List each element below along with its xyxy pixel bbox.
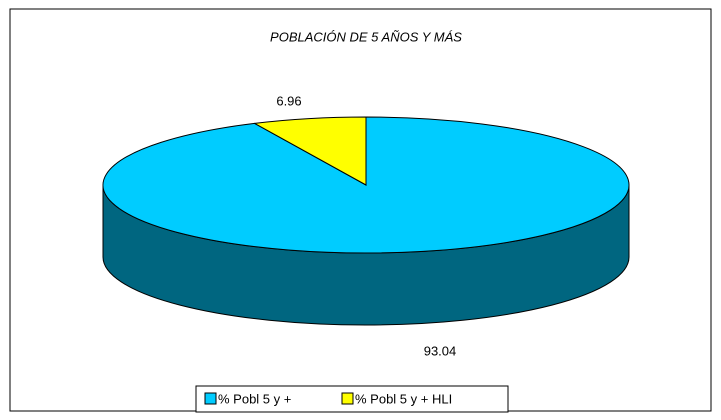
legend-swatch xyxy=(204,392,217,405)
chart-title: POBLACIÓN DE 5 AÑOS Y MÁS xyxy=(270,29,462,44)
data-label: 6.96 xyxy=(276,93,301,108)
legend-label: % Pobl 5 y + HLI xyxy=(355,391,452,406)
legend-swatch xyxy=(341,392,354,405)
legend-label: % Pobl 5 y + xyxy=(218,391,291,406)
data-label: 93.04 xyxy=(424,343,457,358)
legend: % Pobl 5 y + % Pobl 5 y + HLI xyxy=(195,385,509,413)
pie-slice xyxy=(253,116,367,186)
